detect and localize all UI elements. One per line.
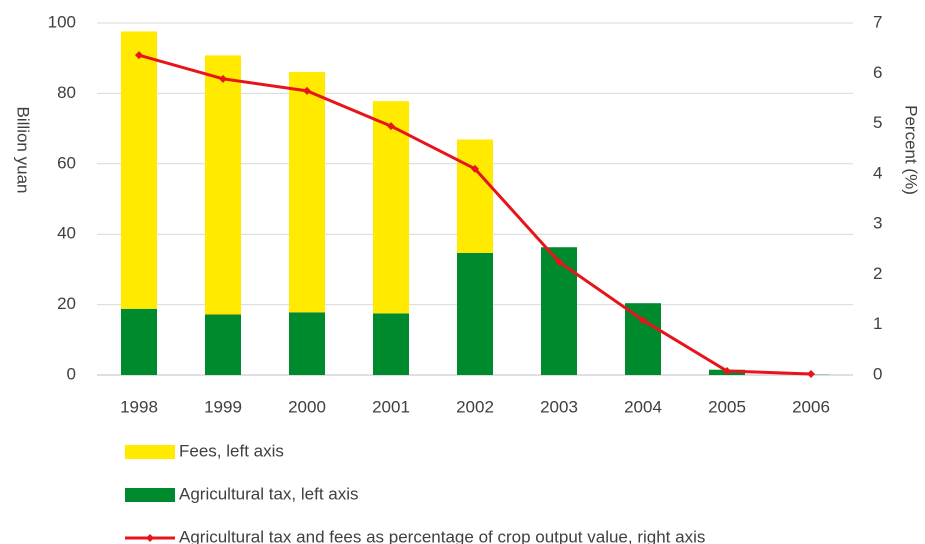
- line-marker: [135, 51, 143, 60]
- y2-tick-label: 0: [873, 364, 882, 383]
- y2-axis-label: Percent (%): [902, 105, 921, 195]
- line-marker: [555, 257, 563, 266]
- legend-swatch: [125, 445, 175, 459]
- y2-tick-label: 6: [873, 63, 882, 82]
- y2-tick-label: 7: [873, 12, 882, 31]
- bar: [121, 308, 157, 375]
- x-tick-label: 2001: [372, 397, 410, 416]
- x-tick-label: 2004: [624, 397, 662, 416]
- line-marker: [303, 86, 311, 95]
- line-marker: [471, 164, 479, 173]
- bar: [289, 312, 325, 375]
- y-tick-label: 40: [57, 224, 76, 243]
- bar: [373, 101, 409, 314]
- y2-tick-label: 4: [873, 163, 882, 182]
- y2-tick-label: 2: [873, 264, 882, 283]
- y-axis-label: Billion yuan: [14, 107, 33, 194]
- bar: [289, 71, 325, 313]
- y-tick-label: 20: [57, 294, 76, 313]
- line-marker: [219, 74, 227, 83]
- line-marker: [723, 366, 731, 375]
- bar: [121, 31, 157, 309]
- bar: [205, 55, 241, 315]
- bar: [205, 314, 241, 375]
- bar: [541, 247, 577, 375]
- line-marker: [387, 122, 395, 131]
- bar: [625, 303, 661, 375]
- legend-label: Fees, left axis: [179, 441, 284, 460]
- y2-tick-label: 5: [873, 113, 882, 132]
- line-marker: [807, 369, 815, 378]
- x-tick-label: 1998: [120, 397, 158, 416]
- line-marker: [639, 316, 647, 325]
- y-tick-label: 100: [48, 12, 76, 31]
- x-tick-label: 2000: [288, 397, 326, 416]
- bar: [457, 252, 493, 375]
- bar: [457, 139, 493, 253]
- bar: [373, 313, 409, 375]
- x-tick-label: 1999: [204, 397, 242, 416]
- y2-tick-label: 1: [873, 314, 882, 333]
- y-tick-label: 60: [57, 153, 76, 172]
- legend-swatch: [146, 534, 154, 542]
- y-tick-label: 80: [57, 83, 76, 102]
- legend-swatch: [125, 488, 175, 502]
- legend-label: Agricultural tax and fees as percentage …: [179, 527, 705, 544]
- y-tick-label: 0: [67, 364, 76, 383]
- x-tick-label: 2003: [540, 397, 578, 416]
- x-tick-label: 2006: [792, 397, 830, 416]
- x-tick-label: 2005: [708, 397, 746, 416]
- x-tick-label: 2002: [456, 397, 494, 416]
- legend-label: Agricultural tax, left axis: [179, 484, 359, 503]
- y2-tick-label: 3: [873, 214, 882, 233]
